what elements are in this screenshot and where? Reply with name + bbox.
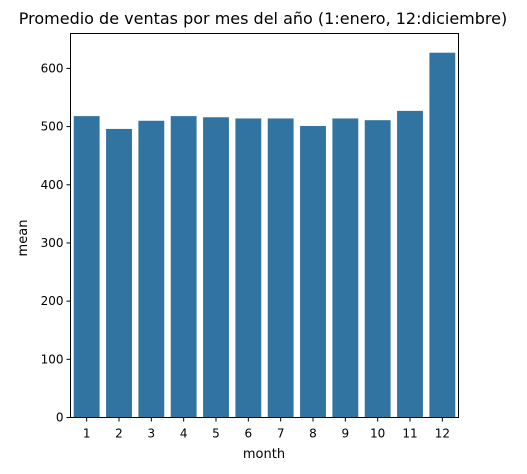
bar-month-10 (364, 120, 391, 418)
bar-month-4 (170, 116, 197, 418)
x-axis: 1 2 3 4 5 6 7 8 9 10 11 12 (83, 417, 450, 441)
x-tick-label: 8 (309, 427, 317, 441)
x-tick-label: 12 (435, 427, 450, 441)
x-tick-label: 1 (83, 427, 91, 441)
bar-month-1 (73, 116, 100, 418)
y-tick-label: 200 (41, 294, 64, 308)
chart-title: Promedio de ventas por mes del año (1:en… (19, 9, 507, 28)
bar-month-2 (106, 128, 132, 418)
bar-month-7 (267, 118, 294, 418)
plot-frame (70, 33, 459, 418)
bar-month-6 (235, 118, 262, 418)
bar-month-8 (300, 126, 326, 418)
y-tick-label: 400 (41, 178, 64, 192)
y-axis-label: mean (16, 220, 31, 257)
y-tick-label: 100 (41, 352, 64, 366)
x-tick-label: 9 (342, 427, 350, 441)
y-tick-label: 600 (41, 61, 64, 75)
bar-month-5 (203, 117, 229, 418)
x-tick-label: 3 (148, 427, 156, 441)
x-tick-label: 7 (277, 427, 285, 441)
bar-month-9 (332, 118, 359, 418)
y-axis: 0 100 200 300 400 500 600 (41, 61, 71, 425)
bar-month-3 (138, 120, 165, 418)
y-tick-label: 0 (56, 411, 64, 425)
y-tick-label: 500 (41, 120, 64, 134)
bar-month-11 (397, 110, 423, 418)
x-axis-label: month (243, 447, 285, 462)
x-tick-label: 4 (180, 427, 188, 441)
x-tick-label: 11 (402, 427, 417, 441)
x-tick-label: 2 (115, 427, 123, 441)
x-tick-label: 5 (212, 427, 220, 441)
x-tick-label: 10 (370, 427, 385, 441)
y-tick-label: 300 (41, 236, 64, 250)
x-tick-label: 6 (245, 427, 253, 441)
bars-layer (73, 52, 456, 418)
bar-month-12 (429, 52, 456, 418)
